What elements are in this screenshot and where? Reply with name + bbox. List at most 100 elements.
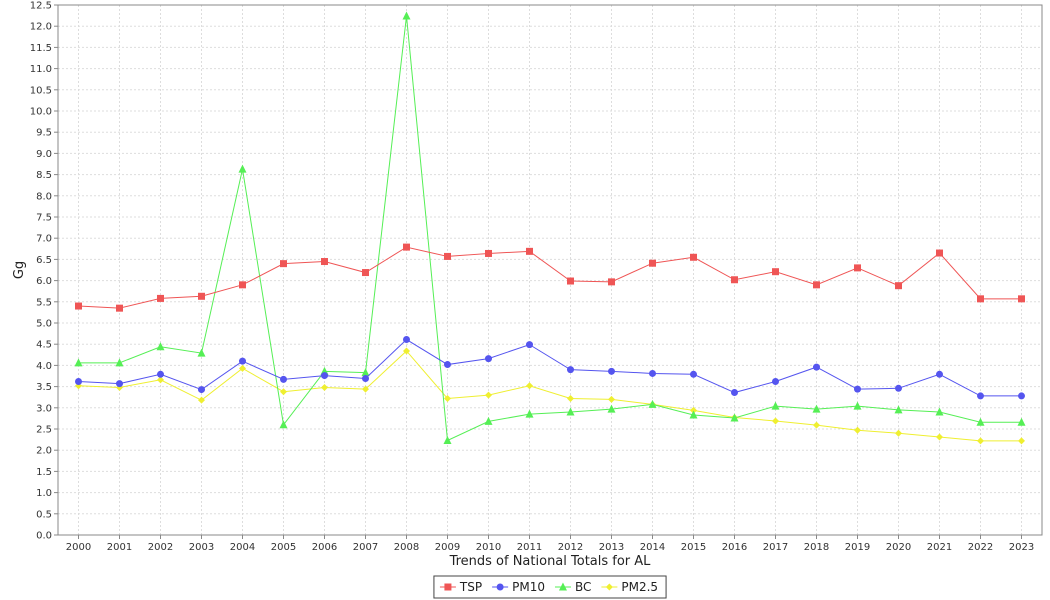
series-line-pm25 xyxy=(78,350,1022,442)
x-tick-label: 2002 xyxy=(148,542,173,553)
data-point-tsp xyxy=(280,260,287,268)
y-tick-label: 8.0 xyxy=(36,191,52,202)
data-point-pm25 xyxy=(936,433,943,441)
data-point-pm10 xyxy=(936,370,943,378)
data-point-tsp xyxy=(649,259,656,267)
data-point-pm25 xyxy=(280,388,287,396)
data-point-tsp xyxy=(403,243,410,251)
data-point-pm25 xyxy=(485,391,492,399)
data-point-pm25 xyxy=(526,382,533,390)
legend-marker-pm10 xyxy=(496,583,504,591)
data-point-pm10 xyxy=(772,378,779,386)
x-axis-title: Trends of National Totals for AL xyxy=(449,554,652,569)
data-point-bc xyxy=(361,368,370,377)
y-tick-label: 6.0 xyxy=(36,276,52,287)
data-point-pm10 xyxy=(526,341,533,349)
x-tick-label: 2000 xyxy=(66,542,91,553)
series-bc xyxy=(74,11,1026,444)
y-tick-label: 9.0 xyxy=(36,149,52,160)
data-point-pm25 xyxy=(690,406,697,414)
y-tick-label: 12.5 xyxy=(30,1,52,12)
data-point-bc xyxy=(648,399,657,408)
legend-label-tsp: TSP xyxy=(459,580,482,594)
data-point-tsp xyxy=(75,302,82,310)
data-point-tsp xyxy=(731,276,738,284)
series-group xyxy=(74,11,1026,445)
data-point-bc xyxy=(894,405,903,414)
y-tick-label: 5.5 xyxy=(36,297,52,308)
y-tick-label: 12.0 xyxy=(30,22,52,33)
x-tick-label: 2018 xyxy=(804,542,829,553)
data-point-bc xyxy=(115,358,124,367)
legend-label-pm25: PM2.5 xyxy=(621,580,658,594)
data-point-pm10 xyxy=(977,392,984,400)
legend-label-pm10: PM10 xyxy=(512,580,545,594)
data-point-pm25 xyxy=(1018,437,1025,445)
y-tick-label: 0.5 xyxy=(36,509,52,520)
data-point-pm25 xyxy=(977,437,984,445)
data-point-bc xyxy=(853,401,862,410)
x-tick-label: 2012 xyxy=(558,542,583,553)
x-tick-label: 2023 xyxy=(1009,542,1034,553)
y-tick-label: 7.5 xyxy=(36,213,52,224)
data-point-bc xyxy=(935,407,944,416)
y-tick-label: 11.5 xyxy=(30,43,52,54)
data-point-tsp xyxy=(157,294,164,302)
plot-area xyxy=(57,4,1043,536)
x-tick-label: 2019 xyxy=(845,542,870,553)
data-point-bc xyxy=(812,404,821,413)
x-tick-label: 2016 xyxy=(722,542,747,553)
data-point-bc xyxy=(976,417,985,426)
data-point-pm25 xyxy=(198,396,205,404)
data-point-pm10 xyxy=(690,370,697,378)
y-tick-label: 3.0 xyxy=(36,403,52,414)
series-line-bc xyxy=(78,15,1022,442)
data-point-pm10 xyxy=(362,375,369,383)
y-tick-label: 3.5 xyxy=(36,382,52,393)
data-point-bc xyxy=(1017,417,1026,426)
data-point-tsp xyxy=(895,282,902,290)
y-axis: 0.0 0.5 1.0 1.5 2.0 2.5 3.0 3.5 4.0 4.5 5.0 5.5 6.0 6… xyxy=(30,1,58,542)
data-point-pm10 xyxy=(444,361,451,369)
x-tick-label: 2013 xyxy=(599,542,624,553)
grid xyxy=(58,4,1042,536)
data-point-pm10 xyxy=(485,355,492,363)
series-line-pm10 xyxy=(78,338,1022,397)
data-point-pm10 xyxy=(854,385,861,393)
data-point-pm25 xyxy=(362,385,369,393)
x-tick-label: 2022 xyxy=(968,542,993,553)
data-point-bc xyxy=(197,348,206,357)
series-line-tsp xyxy=(78,246,1022,309)
x-tick-label: 2006 xyxy=(312,542,337,553)
x-axis: 2000 2001 2002 2003 2004 2005 2006 2007 2008 2009… xyxy=(66,535,1034,553)
data-point-pm10 xyxy=(403,336,410,344)
data-point-pm10 xyxy=(321,372,328,380)
legend-item-bc: BC xyxy=(554,580,591,594)
data-point-bc xyxy=(730,413,739,422)
y-tick-label: 4.5 xyxy=(36,340,52,351)
y-tick-label: 1.5 xyxy=(36,467,52,478)
x-tick-label: 2015 xyxy=(681,542,706,553)
data-point-pm10 xyxy=(895,384,902,392)
y-tick-label: 6.5 xyxy=(36,255,52,266)
data-point-tsp xyxy=(239,281,246,289)
legend-item-pm10: PM10 xyxy=(492,580,545,594)
data-point-bc xyxy=(402,11,411,20)
data-point-pm10 xyxy=(1018,392,1025,400)
data-point-pm10 xyxy=(813,363,820,371)
series-pm25 xyxy=(75,347,1025,445)
data-point-bc xyxy=(279,420,288,429)
y-tick-label: 2.5 xyxy=(36,425,52,436)
data-point-bc xyxy=(689,410,698,419)
x-tick-label: 2001 xyxy=(107,542,132,553)
x-tick-label: 2008 xyxy=(394,542,419,553)
data-point-pm10 xyxy=(280,375,287,383)
x-tick-label: 2017 xyxy=(763,542,788,553)
data-point-tsp xyxy=(772,268,779,276)
x-tick-label: 2007 xyxy=(353,542,378,553)
y-axis-title: Gg xyxy=(12,261,27,279)
y-tick-label: 2.0 xyxy=(36,446,52,457)
legend-box xyxy=(433,575,667,599)
x-tick-label: 2005 xyxy=(271,542,296,553)
